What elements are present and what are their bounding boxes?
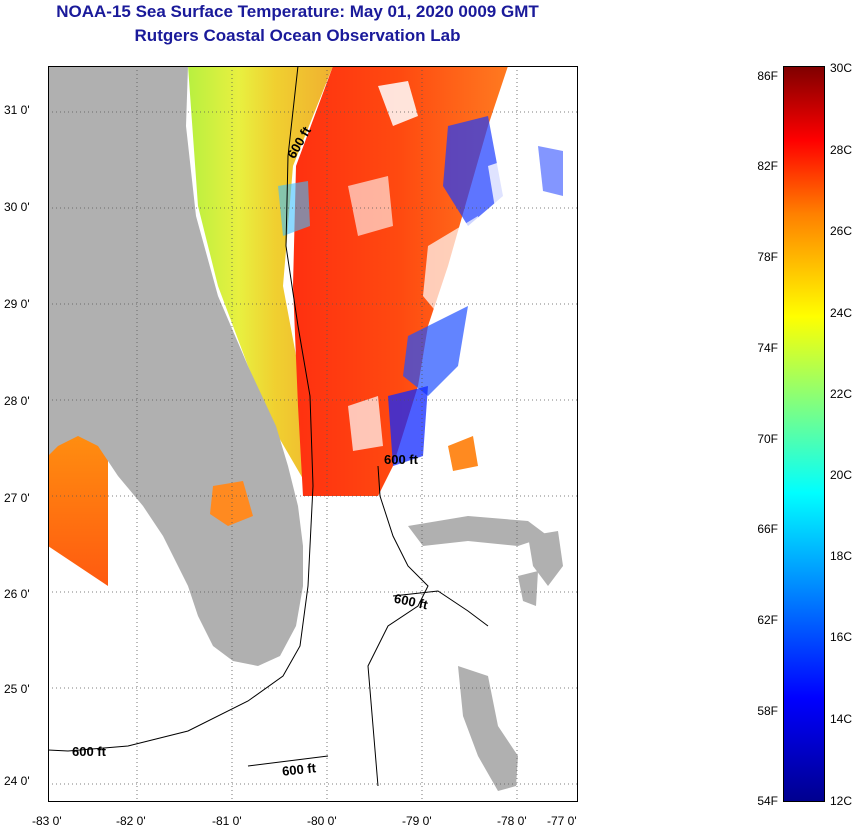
- colorbar-c-12: 12C: [830, 794, 853, 808]
- lat-tick-28: 28 0': [4, 394, 30, 408]
- colorbar-c-14: 14C: [830, 712, 853, 726]
- lon-tick-83: -83 0': [32, 814, 62, 828]
- shelf-sst-region: [188, 66, 333, 496]
- colorbar-f-54: 54F: [757, 794, 778, 808]
- andros-land: [458, 666, 518, 791]
- lat-tick-27: 27 0': [4, 491, 30, 505]
- lat-tick-25: 25 0': [4, 682, 30, 696]
- sst-map-canvas: [48, 66, 578, 802]
- colorbar-c-16: 16C: [830, 630, 853, 644]
- colorbar-f-62: 62F: [757, 613, 778, 627]
- lake-okeechobee: [210, 481, 253, 526]
- lat-tick-31: 31 0': [4, 103, 30, 117]
- map-title: NOAA-15 Sea Surface Temperature: May 01,…: [56, 2, 539, 21]
- lon-tick-82: -82 0': [116, 814, 146, 828]
- colorbar-f-78: 78F: [757, 250, 778, 264]
- colorbar-c-18: 18C: [830, 549, 853, 563]
- map-subtitle: Rutgers Coastal Ocean Observation Lab: [134, 26, 461, 45]
- map-border: [48, 66, 578, 802]
- contour-label-4: 600 ft: [72, 744, 106, 759]
- abaco-land: [528, 531, 563, 586]
- lon-tick-78: -78 0': [497, 814, 527, 828]
- colorbar-c-22: 22C: [830, 387, 853, 401]
- colorbar-f-74: 74F: [757, 341, 778, 355]
- lon-tick-77: -77 0': [547, 814, 577, 828]
- colorbar-f-86: 86F: [757, 69, 778, 83]
- colorbar-c-26: 26C: [830, 224, 853, 238]
- temperature-colorbar: [783, 66, 825, 802]
- lat-tick-29: 29 0': [4, 297, 30, 311]
- lat-tick-24: 24 0': [4, 774, 30, 788]
- colorbar-f-66: 66F: [757, 522, 778, 536]
- lon-tick-81: -81 0': [212, 814, 242, 828]
- colorbar-c-30: 30C: [830, 61, 853, 75]
- depth-contours: [48, 66, 489, 787]
- colorbar-c-28: 28C: [830, 143, 853, 157]
- colorbar-c-24: 24C: [830, 306, 853, 320]
- colorbar-f-82: 82F: [757, 159, 778, 173]
- sst-map: [48, 66, 578, 802]
- colorbar-c-20: 20C: [830, 468, 853, 482]
- colorbar-f-70: 70F: [757, 432, 778, 446]
- lat-tick-26: 26 0': [4, 587, 30, 601]
- graticule: [48, 66, 578, 802]
- contour-label-2: 600 ft: [384, 452, 418, 467]
- colorbar-f-58: 58F: [757, 704, 778, 718]
- abaco-south-land: [518, 571, 538, 606]
- lon-tick-80: -80 0': [307, 814, 337, 828]
- grand-bahama-land: [408, 516, 548, 546]
- lon-tick-79: -79 0': [402, 814, 432, 828]
- lat-tick-30: 30 0': [4, 200, 30, 214]
